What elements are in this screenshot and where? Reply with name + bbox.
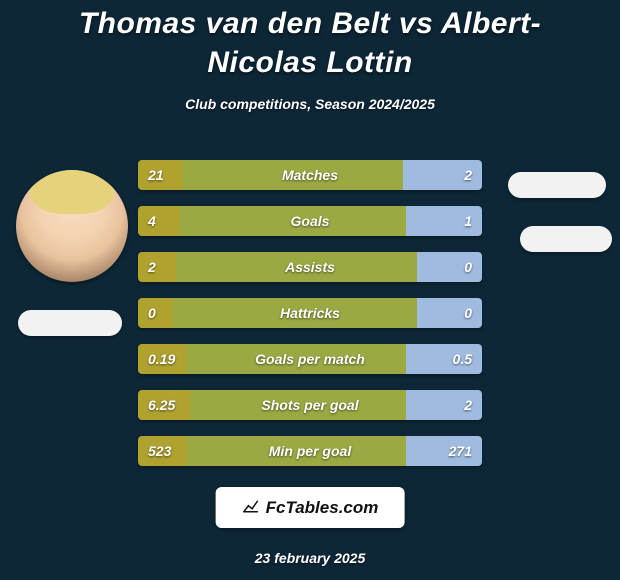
mid-bar bbox=[186, 436, 406, 466]
mid-bar bbox=[186, 344, 406, 374]
date-label: 23 february 2025 bbox=[0, 550, 620, 566]
subtitle: Club competitions, Season 2024/2025 bbox=[0, 96, 620, 112]
mid-bar bbox=[176, 252, 417, 282]
stat-row: Matches212 bbox=[138, 160, 482, 190]
stat-row: Min per goal523271 bbox=[138, 436, 482, 466]
player1-avatar bbox=[16, 170, 128, 282]
player2-bar bbox=[417, 252, 482, 282]
stat-row: Assists20 bbox=[138, 252, 482, 282]
player1-bar bbox=[138, 436, 186, 466]
player1-bar bbox=[138, 252, 176, 282]
page-title: Thomas van den Belt vs Albert-Nicolas Lo… bbox=[0, 4, 620, 82]
player2-bar bbox=[417, 298, 482, 328]
brand-badge: FcTables.com bbox=[216, 487, 405, 528]
stat-row: Goals per match0.190.5 bbox=[138, 344, 482, 374]
player1-name-pill bbox=[18, 310, 122, 336]
stat-rows: Matches212 Goals41 Assists20 Hattricks00 Goa… bbox=[138, 160, 482, 482]
player2-name-pill bbox=[520, 226, 612, 252]
player2-bar bbox=[406, 390, 482, 420]
mid-bar bbox=[179, 206, 406, 236]
player2-bar bbox=[406, 206, 482, 236]
player2-bar bbox=[403, 160, 482, 190]
player1-bar bbox=[138, 390, 190, 420]
player1-bar bbox=[138, 344, 186, 374]
player2-bar bbox=[406, 436, 482, 466]
comparison-card: Thomas van den Belt vs Albert-Nicolas Lo… bbox=[0, 0, 620, 580]
mid-bar bbox=[172, 298, 416, 328]
brand-logo-icon bbox=[242, 496, 260, 519]
player1-bar bbox=[138, 298, 172, 328]
mid-bar bbox=[190, 390, 407, 420]
player1-bar bbox=[138, 206, 179, 236]
stat-row: Goals41 bbox=[138, 206, 482, 236]
player1-bar bbox=[138, 160, 183, 190]
stat-row: Hattricks00 bbox=[138, 298, 482, 328]
stat-row: Shots per goal6.252 bbox=[138, 390, 482, 420]
player2-bar bbox=[406, 344, 482, 374]
brand-text: FcTables.com bbox=[266, 498, 379, 518]
player2-avatar-pill bbox=[508, 172, 606, 198]
mid-bar bbox=[183, 160, 403, 190]
